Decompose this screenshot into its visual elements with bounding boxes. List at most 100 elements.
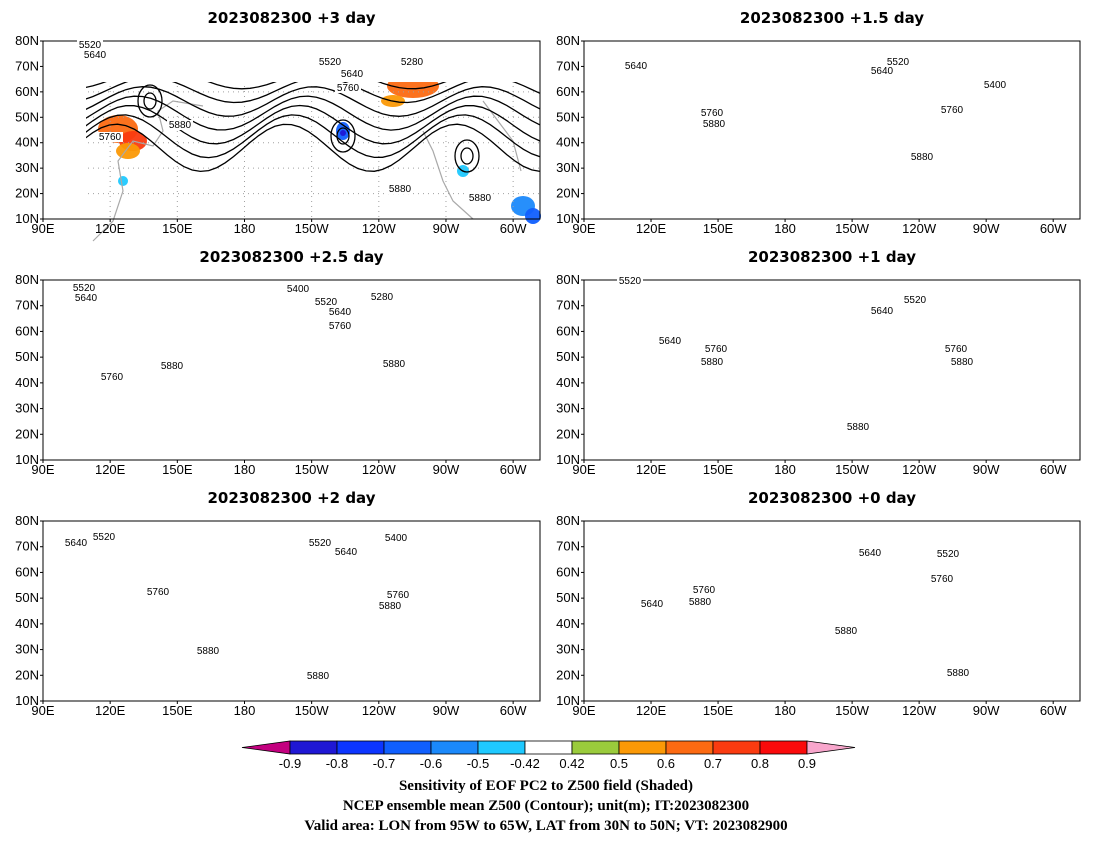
z500-contour [584,567,1080,597]
lat-label: 60N [15,564,39,579]
contour-label: 5760 [705,344,728,355]
contour-label: 5280 [401,57,424,68]
lon-label: 120E [636,221,667,236]
contour-label-bg [285,284,311,294]
z500-contour [43,327,540,356]
z500-contour [584,87,1080,117]
sensitivity-shading [831,640,847,652]
colorbar-cell [477,740,526,755]
sensitivity-shading [525,208,541,224]
z500-contour [584,106,1080,144]
contour-label-bg [63,538,89,548]
lon-label: 150E [162,462,193,477]
contour-label-bg [945,668,971,678]
colorbar-cell [524,740,573,755]
contour-label: 5880 [689,597,712,608]
colorbar-cell [712,740,761,755]
lon-label: 90E [572,462,595,477]
colorbar-cell [430,740,479,755]
lon-label: 120W [362,462,397,477]
closed-contour [336,127,350,145]
closed-contour [345,45,381,53]
z500-contour [43,298,540,314]
lon-label: 120W [902,462,937,477]
sensitivity-shading [439,433,467,457]
lat-label: 20N [556,426,580,441]
contour-label: 5520 [619,276,642,287]
closed-contour [143,92,157,110]
lat-label: 40N [556,135,580,150]
lon-label: 180 [774,703,796,718]
contour-label: 5400 [984,80,1007,91]
closed-contour [365,608,377,624]
lon-label: 120W [902,703,937,718]
contour-label-bg [77,40,103,50]
map-background [584,280,1080,460]
sensitivity-shading [289,374,297,382]
z500-contour [43,307,540,328]
closed-contour [913,608,925,624]
closed-contour [454,139,480,173]
sensitivity-shading [889,518,939,534]
sensitivity-shading [812,314,836,326]
map-area [584,41,1080,241]
lon-label: 150W [835,703,870,718]
caption-line3: Valid area: LON from 95W to 65W, LAT fro… [304,818,787,834]
lon-label: 150E [703,703,734,718]
closed-contour [350,46,376,52]
map-background [584,521,1080,701]
lon-label: 90E [572,703,595,718]
lat-label: 80N [556,33,580,48]
lat-label: 50N [15,590,39,605]
z500-contour [584,59,1080,75]
contour-label-bg [91,532,117,542]
lon-label: 120E [95,703,126,718]
lon-label: 60W [1040,221,1067,236]
contour-label-bg [97,132,123,142]
contour-label-bg [377,601,403,611]
coastline [423,370,473,458]
contour-label-bg [167,120,193,130]
sensitivity-shading [824,380,844,400]
contour-label: 5640 [75,293,98,304]
z500-contour [584,298,1080,314]
sensitivity-shading [991,394,1007,406]
lon-label: 60W [500,221,527,236]
lon-label: 150W [295,703,330,718]
closed-contour [158,332,170,348]
closed-contour [876,43,932,55]
lat-label: 30N [556,642,580,657]
coastline [93,340,203,480]
panel-frame [42,279,541,461]
closed-contour [720,573,732,589]
coastline [423,611,473,699]
closed-contour [1023,387,1035,403]
contour-label-bg [949,357,975,367]
sensitivity-shading [345,561,361,571]
lat-label: 60N [556,564,580,579]
z500-contour [584,288,1080,300]
lat-label: 30N [556,160,580,175]
panel-title: 2023082300 +3 day [208,9,376,27]
sensitivity-shading [48,93,68,105]
lat-label: 80N [15,272,39,287]
lat-label: 70N [556,298,580,313]
closed-contour [881,44,927,54]
contour-label: 5640 [335,547,358,558]
lat-label: 20N [15,426,39,441]
lat-label: 60N [556,84,580,99]
lon-label: 150W [295,462,330,477]
lon-label: 120W [902,221,937,236]
contour-label-bg [701,119,727,129]
closed-contour [460,147,474,165]
contour-label: 5760 [99,132,122,143]
panel-title: 2023082300 +0 day [748,489,916,507]
closed-contour [1017,379,1041,411]
z500-contour [584,529,1080,541]
colorbar-tick-label: -0.9 [279,756,301,771]
contour-label-bg [703,344,729,354]
contour-label: 5520 [73,283,96,294]
contour-label: 5760 [387,590,410,601]
z500-contour [584,548,1080,569]
colorbar-cell [571,740,620,755]
